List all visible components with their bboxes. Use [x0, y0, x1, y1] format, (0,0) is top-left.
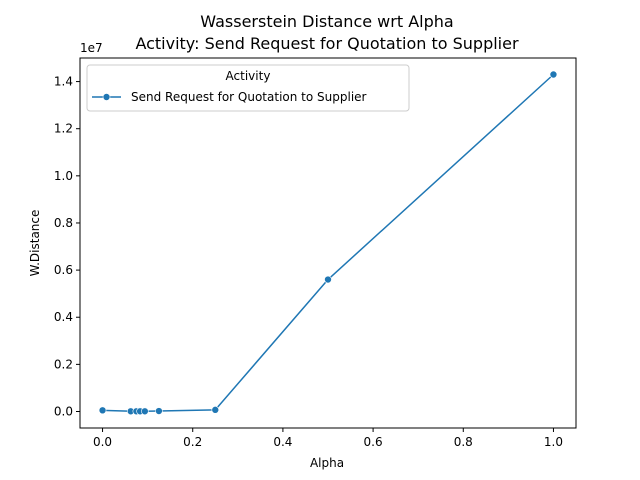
y-tick-label: 1.4 [54, 75, 73, 89]
x-tick-label: 0.2 [183, 435, 202, 449]
y-axis-label: W.Distance [28, 210, 42, 277]
y-tick-label: 1.0 [54, 169, 73, 183]
chart-title-line-2: Activity: Send Request for Quotation to … [135, 34, 519, 53]
legend-box [86, 64, 410, 112]
data-point [155, 407, 163, 415]
y-tick-label: 0.8 [54, 216, 73, 230]
legend-entry-label: Send Request for Quotation to Supplier [131, 90, 367, 104]
x-axis-ticks: 0.0 0.2 0.4 0.6 0.8 1.0 [93, 428, 563, 449]
series-layer [98, 70, 558, 416]
x-tick-label: 0.4 [273, 435, 292, 449]
plot-frame [79, 57, 577, 429]
legend-marker-swatch [102, 93, 111, 101]
data-point [211, 406, 220, 414]
y-axis-ticks: 0.0 0.2 0.4 0.6 0.8 1.0 1.2 1.4 [54, 75, 80, 419]
legend-title: Activity [226, 69, 271, 83]
y-tick-label: 0.4 [54, 310, 73, 324]
x-tick-label: 0.0 [93, 435, 112, 449]
x-tick-label: 0.8 [454, 435, 473, 449]
x-tick-label: 1.0 [544, 435, 563, 449]
legend: Activity Send Request for Quotation to S… [86, 64, 410, 112]
y-tick-label: 0.6 [54, 263, 73, 277]
x-axis-label: Alpha [310, 456, 344, 470]
y-offset-label: 1e7 [80, 41, 103, 55]
y-tick-label: 1.2 [54, 122, 73, 136]
y-tick-label: 0.0 [54, 405, 73, 419]
chart-title-line-1: Wasserstein Distance wrt Alpha [200, 12, 453, 31]
data-point [324, 275, 332, 284]
data-point [549, 70, 558, 79]
data-point [141, 407, 149, 416]
data-point [98, 406, 107, 415]
x-tick-label: 0.6 [364, 435, 383, 449]
series-line [102, 73, 554, 413]
y-tick-label: 0.2 [54, 357, 73, 371]
